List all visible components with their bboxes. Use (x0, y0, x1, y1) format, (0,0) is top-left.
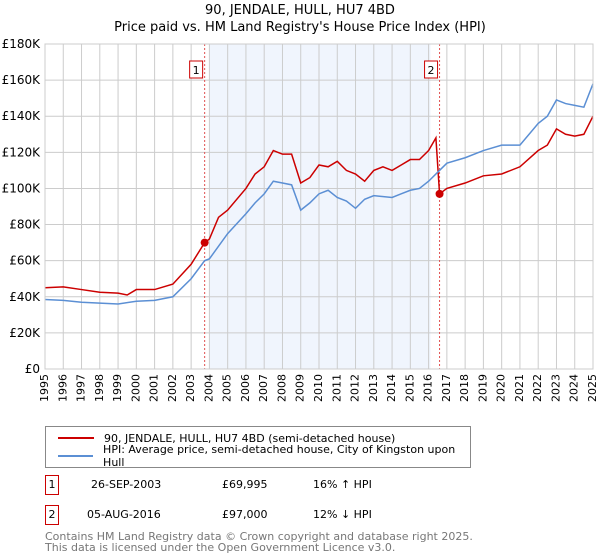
plot-border (44, 43, 594, 370)
sale-price: £69,995 (222, 478, 268, 491)
property-line (44, 115, 594, 296)
x-tick-label: 1999 (111, 374, 124, 402)
x-tick-label: 1995 (38, 374, 51, 402)
x-tick-label: 2000 (129, 374, 142, 402)
x-tick-label: 2023 (549, 374, 562, 402)
x-tick-label: 2019 (476, 374, 489, 402)
sale-point (435, 189, 444, 198)
y-tick-label: £160K (2, 73, 42, 87)
sale-label-box (424, 60, 439, 79)
y-tick-label: £80K (9, 218, 41, 232)
x-tick-label: 2001 (148, 374, 161, 402)
y-tick-label: £0 (25, 362, 40, 376)
y-tick-label: £40K (9, 290, 41, 304)
footer: Contains HM Land Registry data © Crown c… (45, 531, 473, 553)
y-tick-label: £100K (2, 181, 42, 195)
legend-item-property: 90, JENDALE, HULL, HU7 4BD (semi-detache… (58, 431, 395, 445)
hpi-line (44, 83, 594, 305)
x-tick-label: 2010 (312, 374, 325, 402)
x-tick-label: 2012 (349, 374, 362, 402)
footer-line: Contains HM Land Registry data © Crown c… (45, 530, 473, 543)
x-tick-label: 2015 (403, 374, 416, 402)
x-tick-label: 2006 (239, 374, 252, 402)
sale-label: 2 (428, 64, 435, 77)
legend-label: HPI: Average price, semi-detached house,… (103, 443, 456, 469)
x-tick-label: 2005 (221, 374, 234, 402)
x-tick-label: 2025 (586, 374, 599, 402)
y-tick-label: £180K (2, 37, 42, 51)
sale-date: 05-AUG-2016 (87, 508, 161, 521)
chart-subtitle: Price paid vs. HM Land Registry's House … (114, 20, 486, 35)
x-tick-label: 1996 (56, 374, 69, 402)
sale-label-box (189, 60, 204, 79)
x-tick-label: 2008 (275, 374, 288, 402)
y-tick-label: £120K (2, 145, 42, 159)
footer-line: This data is licensed under the Open Gov… (45, 541, 396, 554)
sale-badge: 2 (45, 505, 59, 525)
y-tick-label: £20K (9, 326, 41, 340)
x-tick-label: 2011 (330, 374, 343, 402)
x-tick-label: 2003 (184, 374, 197, 402)
x-tick-label: 2007 (257, 374, 270, 402)
sale-hpi: 12% ↓ HPI (313, 508, 372, 521)
x-tick-label: 1998 (93, 374, 106, 402)
legend-label: 90, JENDALE, HULL, HU7 4BD (semi-detache… (104, 431, 396, 445)
sale-date: 26-SEP-2003 (91, 478, 162, 491)
line-chart: 1995 1996 1997 1998 1999 2000 2001 2002 2003 2004… (2, 37, 599, 402)
x-tick-label: 2013 (367, 374, 380, 402)
x-tick-label: 2014 (385, 374, 398, 402)
sale-row-2: 2 05-AUG-2016 £97,000 12% ↓ HPI (45, 505, 445, 525)
x-tick-label: 2022 (531, 374, 544, 402)
x-tick-label: 2009 (294, 374, 307, 402)
y-tick-label: £140K (2, 109, 42, 123)
shaded-period (209, 44, 431, 369)
x-tick-label: 2018 (458, 374, 471, 402)
sale-badge: 1 (45, 475, 59, 495)
x-tick-label: 2016 (422, 374, 435, 402)
x-tick-label: 2020 (495, 374, 508, 402)
x-tick-label: 2002 (166, 374, 179, 402)
x-tick-label: 2024 (568, 374, 581, 402)
x-tick-label: 1997 (75, 374, 88, 402)
legend: 90, JENDALE, HULL, HU7 4BD (semi-detache… (45, 426, 471, 469)
x-tick-label: 2004 (202, 374, 215, 402)
sale-price: £97,000 (222, 508, 268, 521)
x-tick-label: 2017 (440, 374, 453, 402)
sale-row-1: 1 26-SEP-2003 £69,995 16% ↑ HPI (45, 475, 445, 495)
sale-hpi: 16% ↑ HPI (313, 478, 372, 491)
sale-label: 1 (193, 64, 200, 77)
x-tick-label: 2021 (513, 374, 526, 402)
legend-item-hpi: HPI: Average price, semi-detached house,… (58, 443, 470, 469)
chart-title: 90, JENDALE, HULL, HU7 4BD (205, 3, 395, 18)
sale-point (200, 238, 209, 247)
y-tick-label: £60K (9, 254, 41, 268)
